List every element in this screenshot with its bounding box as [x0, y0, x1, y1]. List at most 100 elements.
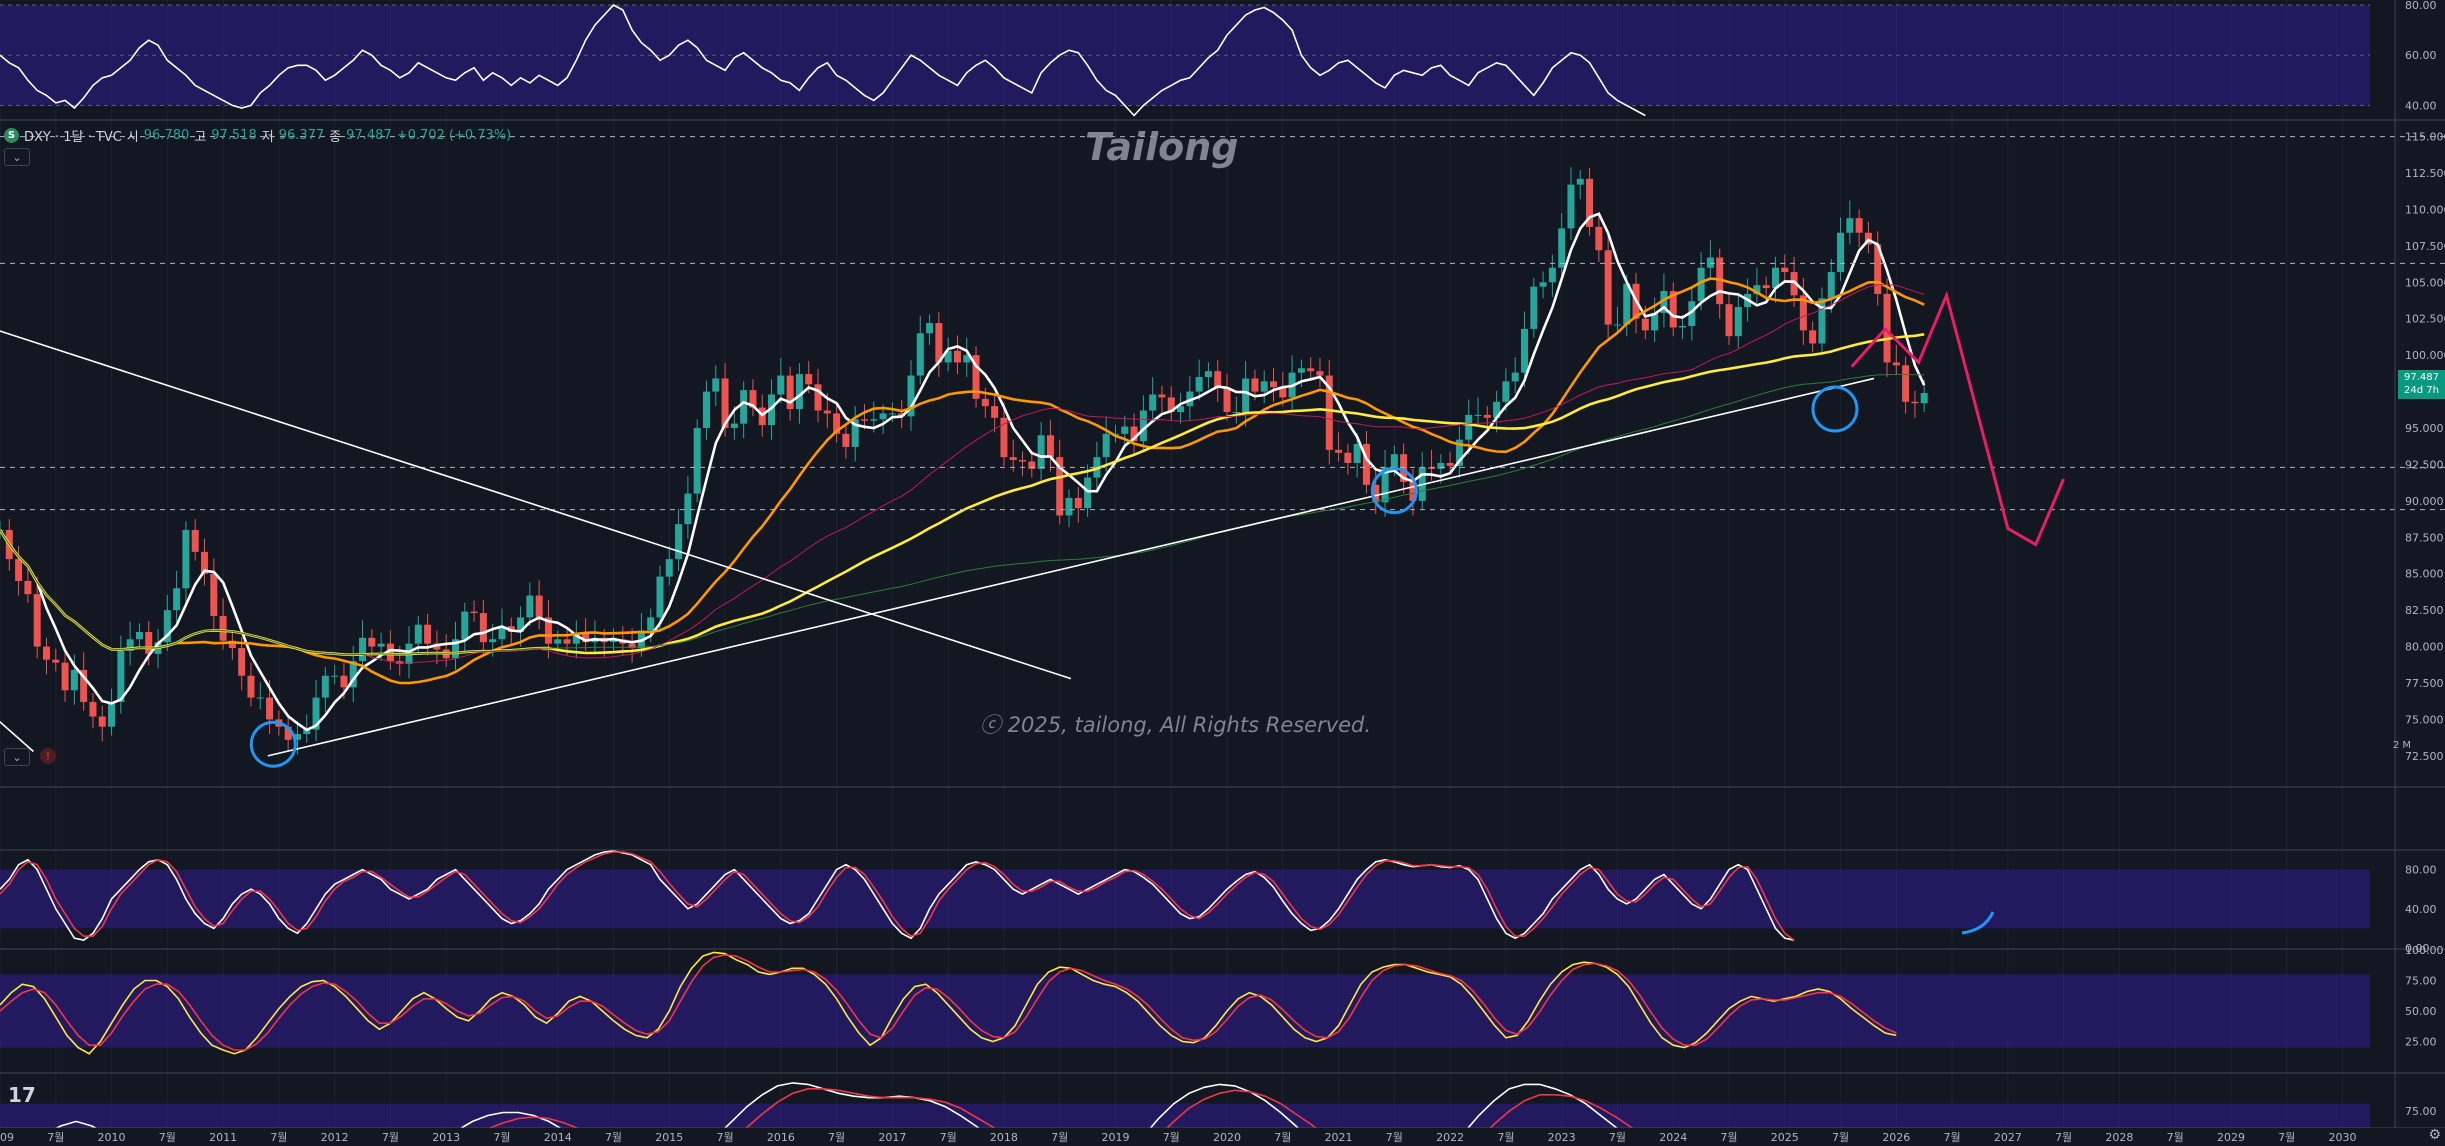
x-tick-label: 7월	[1497, 1131, 1514, 1144]
x-tick-label: 2027	[1994, 1131, 2022, 1144]
candle-body	[1892, 362, 1900, 366]
candle-body	[1177, 406, 1185, 412]
x-tick-label: 2028	[2105, 1131, 2133, 1144]
candle-body	[1586, 178, 1594, 227]
candle-body	[1837, 232, 1845, 273]
candle-body	[870, 419, 878, 421]
candle-body	[284, 726, 292, 740]
candle-body	[944, 350, 952, 363]
candle-body	[219, 615, 227, 641]
candle-body	[1520, 328, 1528, 373]
price-axis[interactable]: 80.00 60.00 40.00 115.000 112.500 110.000 107.…	[2405, 0, 2445, 1146]
close-value: 97.487	[346, 127, 392, 143]
warning-icon[interactable]: !	[40, 748, 56, 764]
candle-body	[1214, 371, 1222, 388]
highlight-circle	[1811, 385, 1859, 433]
x-tick-label: 7월	[1274, 1131, 1291, 1144]
candle-body	[1037, 435, 1045, 469]
candle-body	[135, 632, 143, 640]
candle-body	[1316, 371, 1324, 376]
candle-body	[544, 617, 552, 644]
main-price-panel	[0, 136, 2445, 768]
high-value: 97.518	[211, 127, 257, 143]
candle-body	[89, 701, 97, 717]
candle-body	[108, 701, 116, 727]
y-tick-label: 115.000	[2405, 131, 2445, 144]
candle-body	[1270, 381, 1278, 388]
gear-icon[interactable]: ⚙	[2428, 1127, 2441, 1143]
chevron-down-icon[interactable]: ⌄	[4, 148, 30, 166]
candle-body	[1325, 375, 1333, 450]
candle-body	[1223, 387, 1231, 412]
candle-body	[879, 413, 887, 420]
candle-body	[1009, 457, 1017, 461]
y-tick-label: 75.00	[2405, 975, 2437, 988]
candle-body	[368, 637, 376, 647]
candle-body	[1335, 449, 1343, 453]
candle-body	[1651, 312, 1659, 331]
candle-body	[293, 734, 301, 740]
y-tick-label: 92.500	[2405, 458, 2444, 471]
x-tick-label: 2013	[432, 1131, 460, 1144]
candle-body	[1920, 393, 1928, 404]
candle-body	[1400, 454, 1408, 482]
x-tick-label: 7월	[1609, 1131, 1626, 1144]
candle-body	[331, 675, 339, 677]
candle-body	[1790, 272, 1798, 296]
candle-body	[582, 633, 590, 643]
x-tick-label: 7월	[1163, 1131, 1180, 1144]
candle-body	[24, 581, 32, 595]
y-tick-label: 82.500	[2405, 604, 2444, 617]
candle-body	[777, 375, 785, 395]
candle-body	[1000, 417, 1008, 458]
x-tick-label: 2026	[1882, 1131, 1910, 1144]
x-tick-label: 7월	[1386, 1131, 1403, 1144]
candle-body	[1511, 372, 1519, 382]
candle-body	[489, 639, 497, 643]
candle-body	[535, 595, 543, 618]
candle-body	[163, 610, 171, 643]
candle-body	[554, 639, 562, 644]
candle-body	[173, 588, 181, 611]
y-tick-label: 0.00	[2405, 942, 2430, 955]
candle-body	[349, 661, 357, 688]
candle-body	[1771, 267, 1779, 289]
indicator-band	[0, 974, 2370, 1048]
y-tick-label: 102.500	[2405, 313, 2445, 326]
indicator-bands	[0, 5, 2370, 1146]
bar-countdown: 24d 7h	[2404, 385, 2439, 396]
candle-body	[1558, 228, 1566, 268]
stoch-rsi-line	[0, 851, 1795, 941]
x-tick-label: 2023	[1548, 1131, 1576, 1144]
symbol-title[interactable]: DXY · 1달 · TVC	[24, 129, 122, 145]
candle-body	[1344, 452, 1352, 463]
candle-body	[693, 428, 701, 494]
candle-body	[916, 333, 924, 376]
candle-body	[247, 675, 255, 698]
ma-green-line	[0, 373, 1925, 656]
symbol-header[interactable]: S DXY · 1달 · TVC 시 96.780 고 97.518 저 96.377…	[4, 124, 511, 146]
x-tick-label: 2024	[1659, 1131, 1687, 1144]
candle-body	[15, 559, 23, 581]
candle-body	[498, 626, 506, 640]
candle-body	[359, 637, 367, 662]
chevron-down-icon[interactable]: ⌄	[4, 748, 30, 766]
candle-body	[1353, 444, 1361, 463]
y-tick-label: 40.00	[2405, 903, 2437, 916]
x-tick-label: 7월	[1832, 1131, 1849, 1144]
ma-orange-line	[0, 277, 1925, 685]
x-tick-label: 2009	[0, 1131, 14, 1144]
y-tick-label: 110.000	[2405, 203, 2445, 216]
candle-body	[61, 662, 69, 691]
candle-body	[321, 675, 329, 698]
tradingview-logo[interactable]: 17	[8, 1083, 36, 1107]
candle-body	[572, 633, 580, 644]
indicator-band	[0, 869, 2370, 929]
y-tick-label: 95.000	[2405, 422, 2444, 435]
candle-body	[991, 406, 999, 418]
y-tick-label: 77.500	[2405, 677, 2444, 690]
ma-yellow-line	[0, 333, 1925, 657]
x-tick-label: 2025	[1771, 1131, 1799, 1144]
time-axis[interactable]: 2009 7월 2010 7월 2011 7월 2012 7월 2013 7월 2014 7월 2015…	[0, 1128, 2445, 1146]
